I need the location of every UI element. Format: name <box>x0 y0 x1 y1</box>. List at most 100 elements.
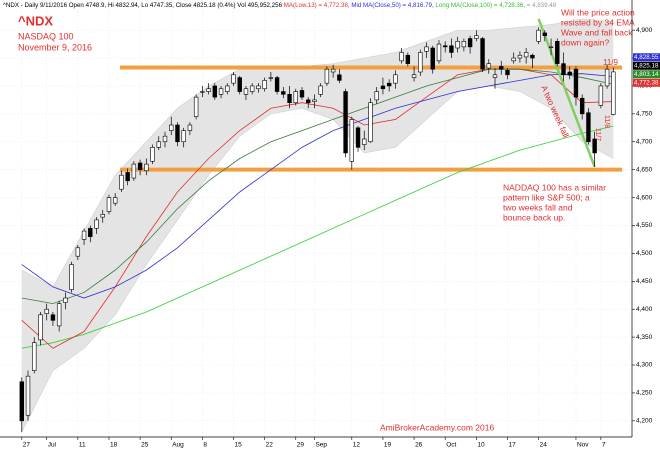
header-part: Mid MA(Close,50) = 4,816.79, <box>351 2 435 9</box>
candle-body <box>175 124 180 143</box>
price-label: 4,825.18 <box>634 62 659 69</box>
header-part: = 4,939.48 <box>527 2 557 9</box>
question: resisted by 34 EMA <box>561 17 635 27</box>
candle-body <box>293 91 298 103</box>
y-tick-label: 4,300 <box>636 362 653 369</box>
candle-body <box>237 77 242 92</box>
candle-body <box>81 230 87 240</box>
x-tick-label: 25 <box>141 442 149 449</box>
y-tick-label: 4,600 <box>636 194 653 201</box>
candle-body <box>523 52 529 58</box>
candle-body <box>262 80 267 90</box>
candle-body <box>181 130 186 143</box>
candle-body <box>511 57 516 62</box>
y-tick-label: 4,500 <box>636 250 653 257</box>
day-label: 11/7 <box>594 128 601 141</box>
candle-body <box>125 172 130 182</box>
candle-body <box>106 197 112 212</box>
candle-body <box>268 77 274 79</box>
candle-body <box>611 71 616 115</box>
credit: AmiBrokerAcademy.com 2016 <box>380 422 494 432</box>
candle-body <box>193 96 199 117</box>
candle-body <box>299 90 305 98</box>
candle-body <box>579 97 585 115</box>
candle-body <box>324 68 330 84</box>
candle-body <box>312 99 317 102</box>
candle-body <box>112 197 118 204</box>
price-label: 4,803.14 <box>634 71 659 78</box>
candle-body <box>424 46 429 52</box>
candle-body <box>281 91 286 95</box>
x-tick-label: 24 <box>540 442 548 449</box>
candle-body <box>592 138 597 154</box>
header-part: Long MA(Close,100) = 4,728.36, <box>435 2 526 9</box>
price-box <box>633 61 660 70</box>
x-tick-label: 18 <box>110 442 118 449</box>
y-tick-label: 4,900 <box>636 27 653 34</box>
x-tick-label: 17 <box>508 442 516 449</box>
price-label: 4,772.38 <box>634 79 659 86</box>
candle-body <box>94 219 99 229</box>
candle-body <box>480 38 485 70</box>
candle-body <box>131 163 137 179</box>
candle-body <box>530 54 535 59</box>
candle-body <box>368 102 373 143</box>
candle-body <box>337 74 342 81</box>
x-tick-label: 15 <box>234 442 242 449</box>
question: Will the price action <box>561 7 635 17</box>
candle-body <box>411 74 417 78</box>
candle-body <box>386 82 392 87</box>
candle-body <box>461 41 467 48</box>
x-tick-label: Sep <box>315 442 327 449</box>
candle-body <box>75 247 81 257</box>
x-tick-label: Oct <box>446 442 456 449</box>
candle-body <box>399 52 404 62</box>
subtitle: NASDAQ 100 <box>18 31 74 41</box>
x-tick-label: Aug <box>172 442 184 449</box>
candle-body <box>212 85 218 98</box>
moving-average <box>21 125 614 349</box>
candle-body <box>517 54 523 59</box>
candle-body <box>100 214 105 218</box>
chart-title: ^NDX <box>18 13 53 28</box>
candle-body <box>467 38 473 48</box>
candle-body <box>430 47 435 70</box>
bollinger-band <box>21 18 614 432</box>
candle-body <box>542 32 548 37</box>
trendline <box>537 18 596 168</box>
candle-body <box>44 308 49 314</box>
x-tick-label: 12 <box>353 442 361 449</box>
candle-body <box>355 127 361 148</box>
header-part: MA(Low,13) = 4,772.38, <box>284 2 352 9</box>
candle-body <box>486 63 491 69</box>
candle-body <box>492 74 498 78</box>
candle-body <box>162 135 168 143</box>
candle-body <box>374 91 379 101</box>
y-tick-label: 4,450 <box>636 278 653 285</box>
x-tick-label: 22 <box>266 442 274 449</box>
header: ^NDX - Daily 9/11/2016 Open 4748.9, Hi 4… <box>3 2 557 9</box>
candle-body <box>499 66 504 70</box>
candle-body <box>187 124 193 131</box>
candle-body <box>243 88 249 95</box>
candle-body <box>88 227 93 237</box>
y-tick-label: 4,200 <box>636 418 653 425</box>
y-tick-label: 4,650 <box>636 166 653 173</box>
x-tick-label: 26 <box>415 442 423 449</box>
candle-body <box>555 41 560 64</box>
band-edge <box>21 85 614 433</box>
price-box <box>633 53 660 62</box>
candle-body <box>455 41 460 49</box>
price-box <box>633 70 660 79</box>
x-tick-label: 10 <box>477 442 485 449</box>
note: NADDAQ 100 has a similar <box>503 182 606 192</box>
candle-body <box>349 119 355 162</box>
x-tick-label: 7 <box>602 442 606 449</box>
question: down again? <box>561 37 609 47</box>
candle-body <box>169 124 174 131</box>
candle-body <box>598 85 604 106</box>
note: two weeks fall and <box>503 202 573 212</box>
y-tick-label: 4,550 <box>636 222 653 229</box>
candle-body <box>274 77 280 92</box>
